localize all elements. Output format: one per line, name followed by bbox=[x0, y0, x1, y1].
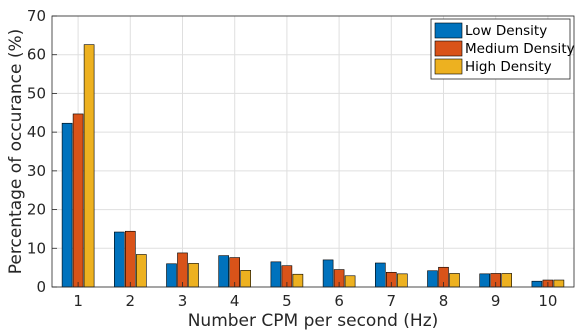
legend-entry-low: Low Density bbox=[434, 22, 547, 39]
x-tick-label: 5 bbox=[282, 292, 292, 310]
bar-high-density-4 bbox=[240, 270, 251, 288]
y-tick-label: 50 bbox=[27, 84, 46, 102]
ticks: 0 10 20 30 40 50 60 70 1 2 3 4 5 6 7 8 9 10 bbox=[27, 7, 558, 310]
y-tick-label: 60 bbox=[27, 46, 46, 64]
bar-low-density-2 bbox=[114, 231, 125, 288]
legend-swatch-medium bbox=[434, 40, 463, 57]
plot-frame bbox=[51, 15, 575, 288]
legend-swatch-high bbox=[434, 58, 463, 75]
y-tick-label: 20 bbox=[27, 201, 46, 219]
bar-low-density-4 bbox=[218, 255, 229, 288]
bar-low-density-1 bbox=[61, 122, 73, 288]
legend-label-medium: Medium Density bbox=[465, 41, 575, 57]
legend: Low Density Medium Density High Density bbox=[430, 18, 575, 80]
legend-label-high: High Density bbox=[465, 59, 552, 75]
grid bbox=[52, 15, 574, 288]
bar-high-density-3 bbox=[188, 263, 199, 288]
bar-low-density-6 bbox=[322, 259, 334, 288]
legend-label-low: Low Density bbox=[465, 23, 547, 39]
bar-low-density-8 bbox=[427, 270, 438, 288]
y-tick-label: 70 bbox=[27, 7, 46, 25]
bar-medium-density-1 bbox=[72, 113, 84, 288]
bar-high-density-8 bbox=[449, 273, 460, 288]
x-axis-title: Number CPM per second (Hz) bbox=[188, 311, 439, 331]
bar-low-density-7 bbox=[374, 262, 386, 288]
bars bbox=[61, 44, 565, 288]
x-tick-label: 8 bbox=[439, 292, 449, 310]
y-axis-title: Percentage of occurance (%) bbox=[6, 29, 26, 275]
y-tick-label: 30 bbox=[27, 162, 46, 180]
x-tick-label: 10 bbox=[538, 292, 557, 310]
bar-high-density-9 bbox=[501, 273, 513, 288]
bar-low-density-9 bbox=[479, 273, 491, 288]
x-tick-label: 7 bbox=[387, 292, 397, 310]
bar-low-density-10 bbox=[531, 280, 543, 288]
y-tick-label: 10 bbox=[27, 239, 46, 257]
x-tick-label: 2 bbox=[126, 292, 136, 310]
x-tick-label: 9 bbox=[491, 292, 501, 310]
bar-high-density-1 bbox=[83, 44, 95, 288]
x-tick-label: 1 bbox=[73, 292, 83, 310]
bar-medium-density-3 bbox=[177, 252, 188, 288]
bar-high-density-2 bbox=[136, 254, 147, 288]
x-tick-label: 4 bbox=[230, 292, 240, 310]
bar-high-density-10 bbox=[553, 279, 565, 288]
bar-high-density-7 bbox=[396, 273, 408, 288]
y-tick-label: 40 bbox=[27, 123, 46, 141]
bar-high-density-6 bbox=[344, 275, 356, 288]
y-tick-label: 0 bbox=[36, 278, 46, 296]
legend-swatch-low bbox=[434, 22, 463, 39]
bar-high-density-5 bbox=[292, 273, 304, 288]
bar-medium-density-2 bbox=[125, 230, 136, 288]
bar-low-density-3 bbox=[166, 263, 177, 288]
x-tick-label: 6 bbox=[334, 292, 344, 310]
bar-low-density-5 bbox=[270, 261, 282, 288]
legend-entry-high: High Density bbox=[434, 58, 552, 75]
legend-entry-medium: Medium Density bbox=[434, 40, 575, 57]
x-tick-label: 3 bbox=[178, 292, 188, 310]
